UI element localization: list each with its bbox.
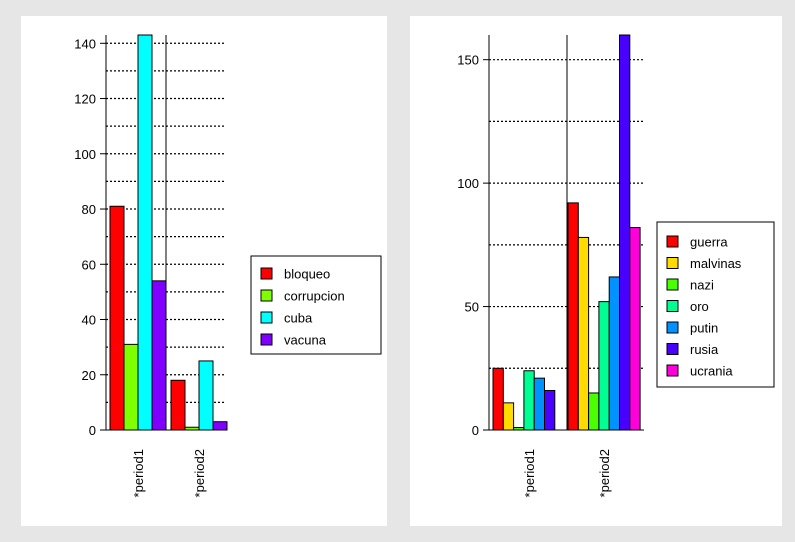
category-label: *period1 [131,449,146,497]
y-tick-label: 0 [89,423,96,438]
bar-ucrania-period2 [629,227,641,431]
left-bar-chart: 0 20 40 60 80 100 120 140 *period1 *period2 bloque… [74,34,382,497]
right-bar-chart: 0 50 100 150 *period1 *period2 guerra malvinas n… [457,34,775,497]
bar-corrupcion-period1 [123,343,139,431]
bar-putin-period1 [533,377,545,431]
legend-label-oro: oro [690,299,709,314]
right-chart-panel: 0 50 100 150 *period1 *period2 guerra malvinas n… [410,16,782,526]
legend-label-bloqueo: bloqueo [284,267,330,282]
legend-label-putin: putin [690,321,718,336]
legend-swatch-bloqueo [260,267,273,280]
legend-swatch-oro [666,300,679,312]
y-tick-label: 100 [457,176,479,191]
legend-box [250,255,382,355]
legend-swatch-cuba [260,311,273,324]
bar-vacuna-period2 [212,421,228,431]
legend-swatch-nazi [666,278,679,291]
y-tick-label: 20 [82,368,96,383]
bar-cuba-period1 [137,34,153,431]
legend-label-nazi: nazi [690,278,714,293]
bar-malvinas-period1 [502,402,515,431]
legend-label-ucrania: ucrania [690,364,733,379]
legend-label-malvinas: malvinas [690,256,742,271]
y-tick-label: 120 [74,92,96,107]
legend-swatch-malvinas [666,257,679,269]
y-tick-label: 140 [74,36,96,51]
bar-corrupcion-period2 [184,426,200,431]
bar-nazi-period1 [513,427,525,431]
y-tick-label: 60 [82,257,96,272]
y-tick-label: 0 [472,423,479,438]
legend-label-guerra: guerra [690,235,728,250]
y-tick-label: 80 [82,202,96,217]
legend-label-cuba: cuba [284,311,313,326]
bar-putin-period2 [608,276,620,431]
legend-swatch-rusia [666,343,679,355]
legend-swatch-vacuna [260,333,273,346]
bar-oro-period1 [523,370,535,431]
bar-bloqueo-period2 [170,379,186,431]
bar-oro-period2 [598,301,610,431]
y-tick-label: 150 [457,53,479,68]
bar-cuba-period2 [198,360,214,431]
bar-rusia-period2 [619,34,631,431]
y-tick-label: 40 [82,313,96,328]
legend-swatch-guerra [666,235,679,248]
legend-label-vacuna: vacuna [284,333,327,348]
y-tick-label: 100 [74,147,96,162]
bar-nazi-period2 [588,392,600,431]
bar-guerra-period1 [492,367,504,431]
bar-malvinas-period2 [577,236,590,431]
category-label: *period2 [192,449,207,497]
legend-label-corrupcion: corrupcion [284,289,345,304]
left-chart-panel: 0 20 40 60 80 100 120 140 *period1 *period2 bloque… [21,16,387,526]
bar-bloqueo-period1 [109,205,125,431]
legend-swatch-ucrania [666,364,679,377]
legend-label-rusia: rusia [690,342,719,357]
legend-swatch-corrupcion [260,289,273,302]
bar-vacuna-period1 [151,280,167,431]
bar-guerra-period2 [567,202,579,431]
category-label: *period2 [597,449,612,497]
category-label: *period1 [522,449,537,497]
legend-swatch-putin [666,321,679,334]
bar-rusia-period1 [544,390,556,431]
y-tick-label: 50 [465,300,479,315]
